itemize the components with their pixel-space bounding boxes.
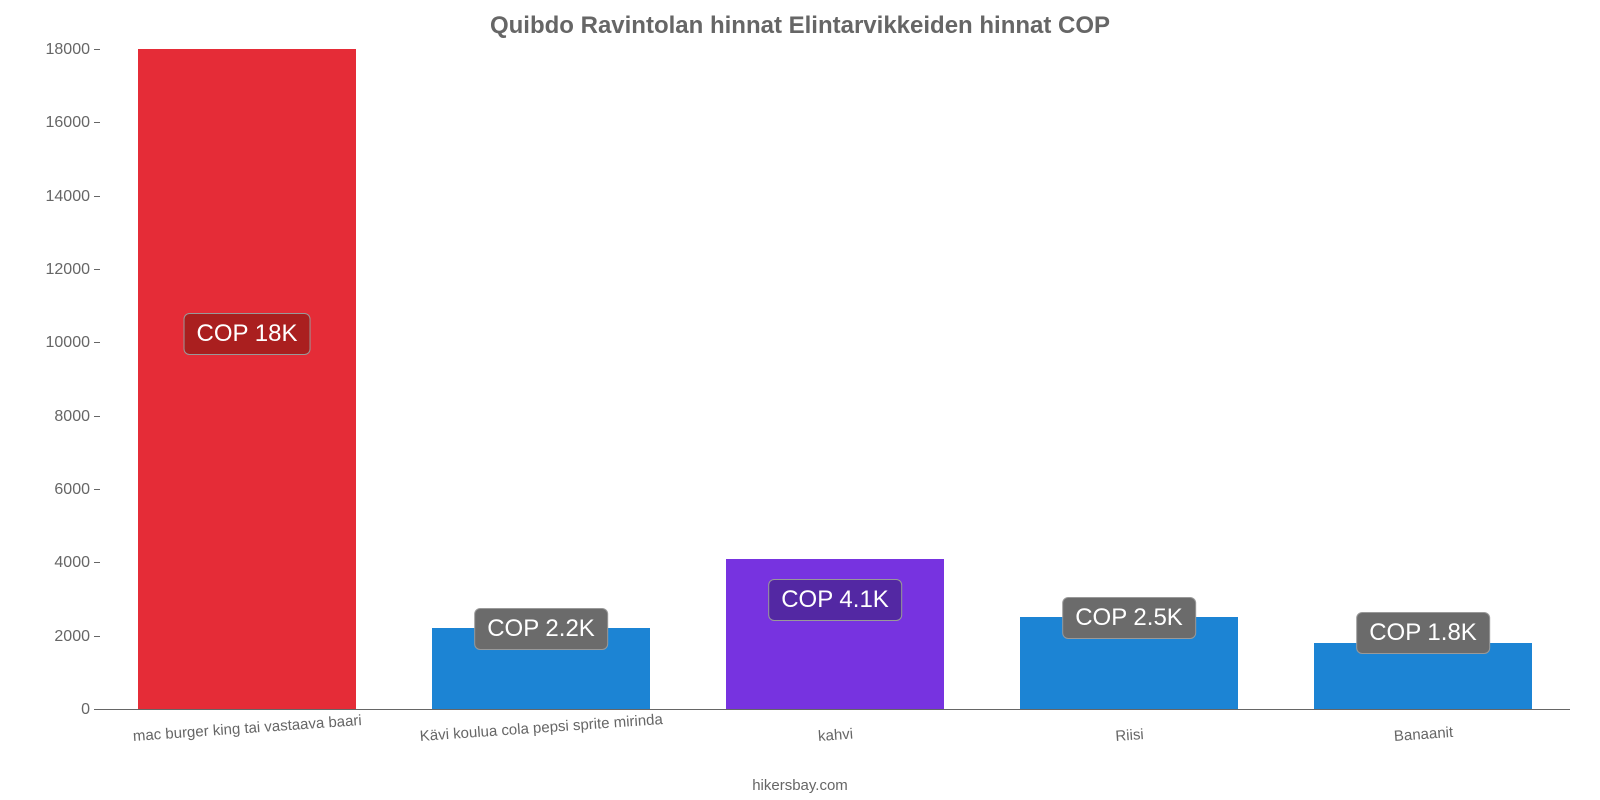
- y-tick-mark: [94, 122, 100, 123]
- bar: [138, 49, 356, 709]
- x-category-label: Kävi koulua cola pepsi sprite mirinda: [419, 711, 663, 745]
- x-axis-line: [100, 709, 1570, 710]
- y-tick-label: 10000: [46, 334, 101, 352]
- plot-area: 0200040006000800010000120001400016000180…: [100, 50, 1570, 710]
- y-tick-mark: [94, 269, 100, 270]
- y-tick-mark: [94, 489, 100, 490]
- bar-value-label: COP 1.8K: [1356, 612, 1490, 654]
- y-tick-mark: [94, 342, 100, 343]
- attribution-text: hikersbay.com: [0, 777, 1600, 794]
- y-tick-label: 18000: [46, 41, 101, 59]
- y-tick-mark: [94, 49, 100, 50]
- price-bar-chart: Quibdo Ravintolan hinnat Elintarvikkeide…: [0, 0, 1600, 800]
- y-tick-label: 16000: [46, 114, 101, 132]
- y-tick-label: 14000: [46, 188, 101, 206]
- x-category-label: kahvi: [817, 726, 853, 745]
- y-tick-label: 8000: [54, 408, 100, 426]
- y-tick-mark: [94, 562, 100, 563]
- y-tick-mark: [94, 416, 100, 417]
- y-tick-label: 4000: [54, 554, 100, 572]
- x-category-label: Riisi: [1115, 726, 1144, 745]
- y-tick-mark: [94, 196, 100, 197]
- x-category-label: mac burger king tai vastaava baari: [132, 712, 362, 745]
- bar-value-label: COP 4.1K: [768, 579, 902, 621]
- y-tick-label: 6000: [54, 481, 100, 499]
- y-tick-mark: [94, 636, 100, 637]
- bar-value-label: COP 2.2K: [474, 608, 608, 650]
- y-tick-mark: [94, 709, 100, 710]
- bar-value-label: COP 18K: [184, 313, 311, 355]
- chart-title: Quibdo Ravintolan hinnat Elintarvikkeide…: [0, 12, 1600, 40]
- y-tick-label: 0: [81, 701, 100, 719]
- y-tick-label: 2000: [54, 628, 100, 646]
- y-tick-label: 12000: [46, 261, 101, 279]
- bar-value-label: COP 2.5K: [1062, 597, 1196, 639]
- x-category-label: Banaanit: [1393, 724, 1453, 745]
